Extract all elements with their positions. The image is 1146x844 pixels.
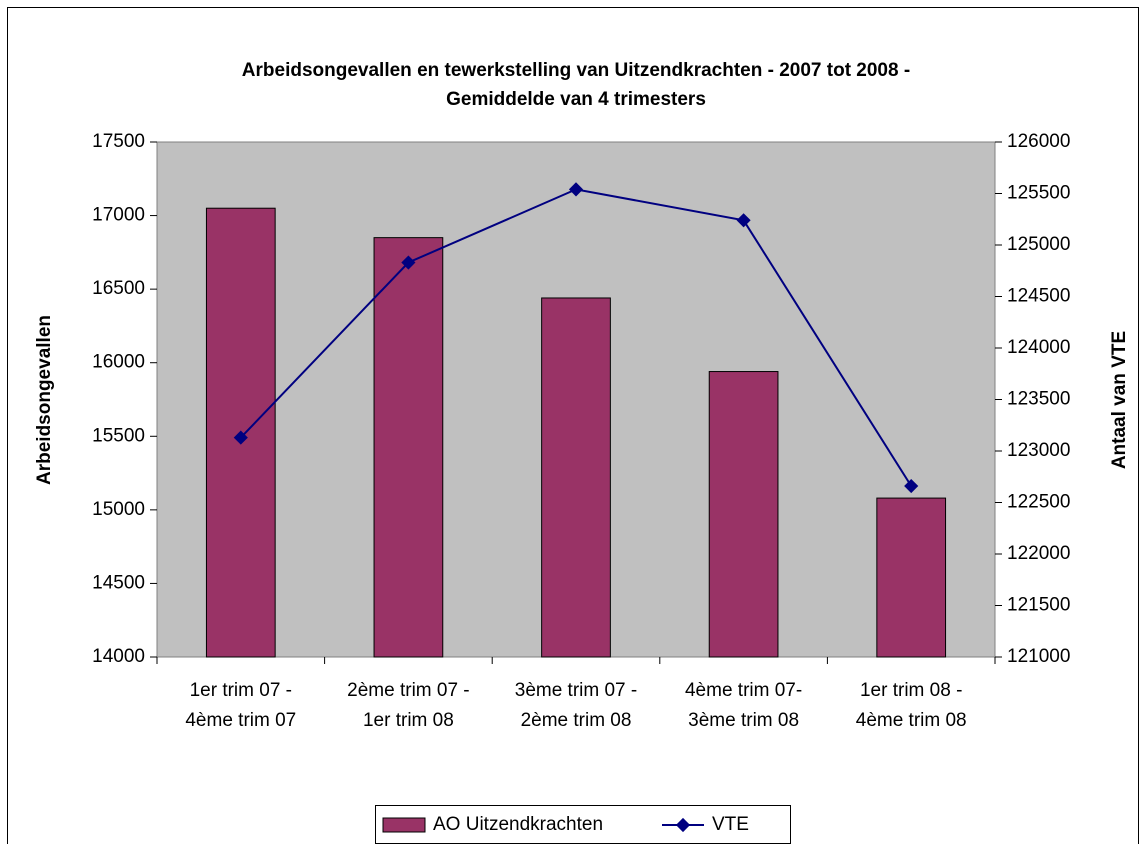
y2-axis-title: Antaal van VTE xyxy=(1109,331,1130,469)
y2-tick-label: 124500 xyxy=(1007,286,1070,307)
x-tick-label: 3ème trim 07 - xyxy=(515,680,637,701)
y-axis-title: Arbeidsongevallen xyxy=(34,315,55,485)
y2-tick-label: 123000 xyxy=(1007,440,1070,461)
y2-tick-label: 123500 xyxy=(1007,389,1070,410)
legend-swatch xyxy=(675,817,691,833)
marker xyxy=(401,255,416,270)
y-tick-label: 14000 xyxy=(92,646,145,667)
x-tick-label: 2ème trim 08 xyxy=(521,710,632,731)
y-tick-label: 14500 xyxy=(92,572,145,593)
y2-tick-label: 122500 xyxy=(1007,492,1070,513)
y-tick-label: 17000 xyxy=(92,205,145,226)
y2-tick-label: 126000 xyxy=(1007,131,1070,152)
x-tick-label: 4ème trim 07- xyxy=(685,680,802,701)
y-tick-label: 17500 xyxy=(92,131,145,152)
x-tick-label: 4ème trim 08 xyxy=(856,710,967,731)
y-tick-label: 15000 xyxy=(92,499,145,520)
chart-frame xyxy=(7,7,1139,844)
y2-tick-label: 125500 xyxy=(1007,183,1070,204)
marker xyxy=(233,430,248,445)
bar xyxy=(373,237,444,658)
bar xyxy=(876,497,947,658)
y2-tick-label: 125000 xyxy=(1007,234,1070,255)
marker xyxy=(568,182,584,197)
legend-label: VTE xyxy=(712,814,749,835)
legend-label: AO Uitzendkrachten xyxy=(433,814,603,835)
y2-tick-label: 122000 xyxy=(1007,543,1070,564)
bar xyxy=(708,371,779,658)
x-tick-label: 2ème trim 07 - xyxy=(347,680,469,701)
y2-tick-label: 124000 xyxy=(1007,337,1070,358)
x-tick-label: 1er trim 08 xyxy=(363,710,454,731)
x-tick-label: 3ème trim 08 xyxy=(688,710,799,731)
bar xyxy=(541,297,611,658)
chart-title: Gemiddelde van 4 trimesters xyxy=(446,89,706,110)
chart-title: Arbeidsongevallen en tewerkstelling van … xyxy=(242,60,910,81)
x-tick-label: 1er trim 07 - xyxy=(190,680,292,701)
legend xyxy=(375,805,791,844)
y2-tick-label: 121500 xyxy=(1007,595,1070,616)
legend-swatch xyxy=(382,817,426,833)
y2-tick-label: 121000 xyxy=(1007,646,1070,667)
y-tick-label: 16500 xyxy=(92,278,145,299)
marker xyxy=(904,478,919,494)
y-tick-label: 16000 xyxy=(92,352,145,373)
y-tick-label: 15500 xyxy=(92,425,145,446)
marker xyxy=(736,213,751,228)
x-tick-label: 1er trim 08 - xyxy=(860,680,962,701)
x-tick-label: 4ème trim 07 xyxy=(185,710,296,731)
